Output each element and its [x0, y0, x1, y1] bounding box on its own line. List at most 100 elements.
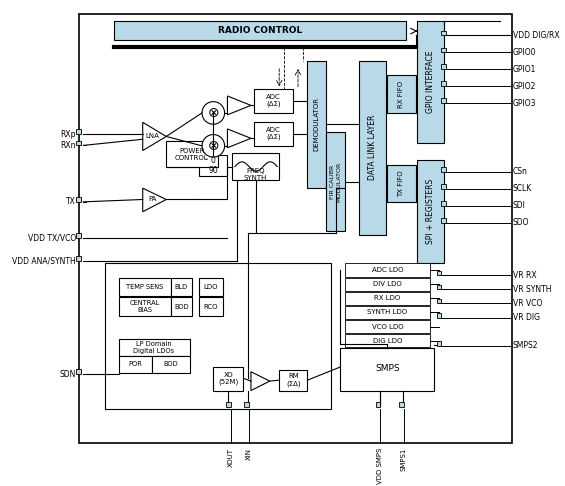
Text: SDO: SDO — [512, 218, 529, 227]
Text: CSn: CSn — [512, 167, 527, 176]
FancyBboxPatch shape — [441, 218, 446, 223]
FancyBboxPatch shape — [418, 160, 444, 263]
Text: RX FIFO: RX FIFO — [398, 81, 405, 108]
Text: BOD: BOD — [164, 361, 179, 367]
FancyBboxPatch shape — [76, 129, 81, 134]
FancyBboxPatch shape — [441, 184, 446, 189]
Text: GPIO INTERFACE: GPIO INTERFACE — [426, 51, 435, 113]
Polygon shape — [143, 122, 166, 151]
Text: VDD TX/VCO: VDD TX/VCO — [28, 233, 76, 242]
Text: SMPS1: SMPS1 — [401, 448, 407, 471]
Text: GPIO3: GPIO3 — [512, 99, 536, 107]
Text: VDD SMPS: VDD SMPS — [377, 448, 383, 484]
FancyBboxPatch shape — [254, 89, 293, 113]
Polygon shape — [228, 96, 251, 115]
FancyBboxPatch shape — [244, 402, 249, 407]
Text: °: ° — [205, 158, 208, 163]
Text: ADC
(ΔΣ): ADC (ΔΣ) — [266, 127, 281, 140]
Text: POWER
CONTROL: POWER CONTROL — [175, 148, 208, 161]
Text: RM
(ΣΔ): RM (ΣΔ) — [286, 373, 301, 387]
Polygon shape — [251, 372, 270, 391]
FancyBboxPatch shape — [388, 75, 416, 113]
Text: VDD ANA/SYNTH: VDD ANA/SYNTH — [12, 257, 76, 266]
FancyBboxPatch shape — [76, 257, 81, 261]
Text: ADC LDO: ADC LDO — [372, 267, 403, 273]
FancyBboxPatch shape — [441, 48, 446, 52]
Text: GPIO0: GPIO0 — [512, 48, 536, 57]
FancyBboxPatch shape — [76, 233, 81, 238]
FancyBboxPatch shape — [399, 402, 404, 407]
FancyBboxPatch shape — [437, 299, 441, 303]
Text: DIG LDO: DIG LDO — [373, 338, 402, 344]
Text: ⊗: ⊗ — [207, 139, 219, 153]
FancyBboxPatch shape — [441, 167, 446, 172]
Text: VDD DIG/RX: VDD DIG/RX — [512, 31, 559, 40]
Text: VCO LDO: VCO LDO — [372, 324, 403, 330]
FancyBboxPatch shape — [232, 154, 279, 180]
FancyBboxPatch shape — [307, 61, 326, 188]
FancyBboxPatch shape — [199, 297, 223, 316]
Text: XIN: XIN — [246, 448, 251, 460]
Text: VR VCO: VR VCO — [512, 299, 542, 308]
Text: GPIO2: GPIO2 — [512, 82, 536, 90]
FancyBboxPatch shape — [441, 65, 446, 69]
FancyBboxPatch shape — [115, 21, 406, 39]
Circle shape — [202, 102, 225, 124]
FancyBboxPatch shape — [199, 278, 223, 296]
Text: 0
90: 0 90 — [208, 156, 218, 175]
FancyBboxPatch shape — [441, 201, 446, 206]
Text: LDO: LDO — [203, 284, 218, 290]
FancyBboxPatch shape — [76, 140, 81, 145]
Text: TX: TX — [66, 197, 76, 207]
Text: GPIO1: GPIO1 — [512, 65, 536, 74]
FancyBboxPatch shape — [340, 348, 434, 391]
Text: VR SYNTH: VR SYNTH — [512, 285, 551, 294]
Text: RCO: RCO — [203, 304, 218, 310]
Text: DIV LDO: DIV LDO — [373, 281, 402, 287]
Text: XO
(52M): XO (52M) — [218, 371, 238, 385]
FancyBboxPatch shape — [441, 98, 446, 103]
Text: RX LDO: RX LDO — [374, 295, 401, 301]
FancyBboxPatch shape — [152, 356, 190, 373]
FancyBboxPatch shape — [119, 297, 171, 316]
FancyBboxPatch shape — [105, 263, 331, 409]
Text: SPI + REGISTERS: SPI + REGISTERS — [426, 179, 435, 244]
Text: VR RX: VR RX — [512, 271, 536, 280]
FancyBboxPatch shape — [171, 297, 192, 316]
Text: CENTRAL
BIAS: CENTRAL BIAS — [129, 300, 160, 313]
FancyBboxPatch shape — [437, 271, 441, 275]
Text: ⊗: ⊗ — [207, 106, 219, 120]
FancyBboxPatch shape — [345, 306, 430, 319]
FancyBboxPatch shape — [76, 197, 81, 202]
FancyBboxPatch shape — [376, 402, 380, 407]
Text: SMPS: SMPS — [375, 364, 399, 373]
FancyBboxPatch shape — [441, 81, 446, 86]
Circle shape — [202, 135, 225, 157]
FancyBboxPatch shape — [345, 278, 430, 291]
Text: SDI: SDI — [512, 201, 525, 210]
FancyBboxPatch shape — [345, 320, 430, 333]
Text: FREQ
SYNTH: FREQ SYNTH — [244, 168, 267, 181]
Text: RXp: RXp — [60, 130, 76, 139]
FancyBboxPatch shape — [254, 122, 293, 146]
Text: BOD: BOD — [174, 304, 189, 310]
FancyBboxPatch shape — [326, 132, 345, 230]
Text: RXn: RXn — [60, 141, 76, 150]
Polygon shape — [228, 129, 251, 148]
Text: POR: POR — [128, 361, 142, 367]
FancyBboxPatch shape — [119, 356, 152, 373]
Text: SDN: SDN — [59, 369, 76, 379]
FancyBboxPatch shape — [119, 339, 190, 356]
FancyBboxPatch shape — [345, 263, 430, 277]
Polygon shape — [143, 188, 166, 212]
FancyBboxPatch shape — [76, 369, 81, 374]
FancyBboxPatch shape — [437, 341, 441, 346]
FancyBboxPatch shape — [437, 285, 441, 289]
Text: ADC
(ΔΣ): ADC (ΔΣ) — [266, 94, 281, 107]
Text: FIR CALIBR
MODULATOR: FIR CALIBR MODULATOR — [330, 161, 341, 202]
Text: DATA LINK LAYER: DATA LINK LAYER — [368, 115, 377, 180]
FancyBboxPatch shape — [226, 402, 231, 407]
Text: SMPS2: SMPS2 — [512, 341, 538, 350]
FancyBboxPatch shape — [359, 61, 385, 235]
Text: DEMODULATOR: DEMODULATOR — [314, 97, 320, 151]
